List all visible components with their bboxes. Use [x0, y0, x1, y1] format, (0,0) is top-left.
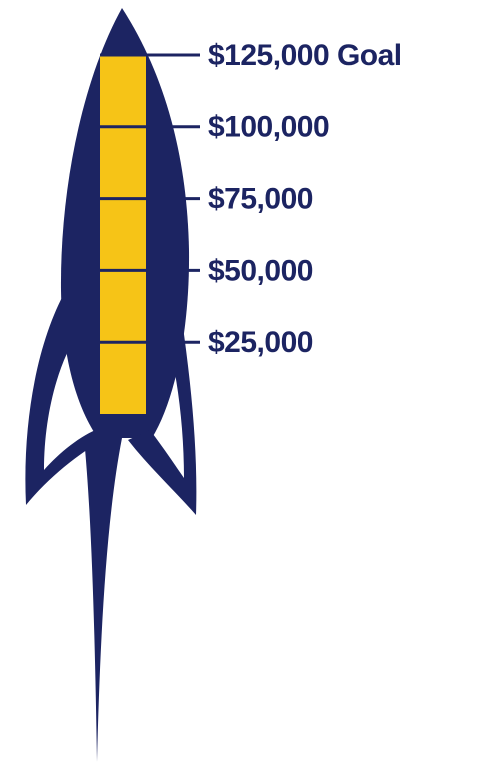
tick-label: $25,000 — [208, 326, 313, 359]
progress-bar — [100, 55, 146, 414]
tick-label: $50,000 — [208, 254, 313, 287]
page: $25,000 $50,000 $75,000 $100,000 $125,000 Go… — [0, 0, 491, 763]
chart: $25,000 $50,000 $75,000 $100,000 $125,000 Go… — [0, 0, 491, 763]
tick-label: $75,000 — [208, 183, 313, 216]
tick-label: $100,000 — [208, 111, 329, 144]
rocket-tail — [84, 438, 122, 762]
tick-label: $125,000 Goal — [208, 39, 402, 72]
